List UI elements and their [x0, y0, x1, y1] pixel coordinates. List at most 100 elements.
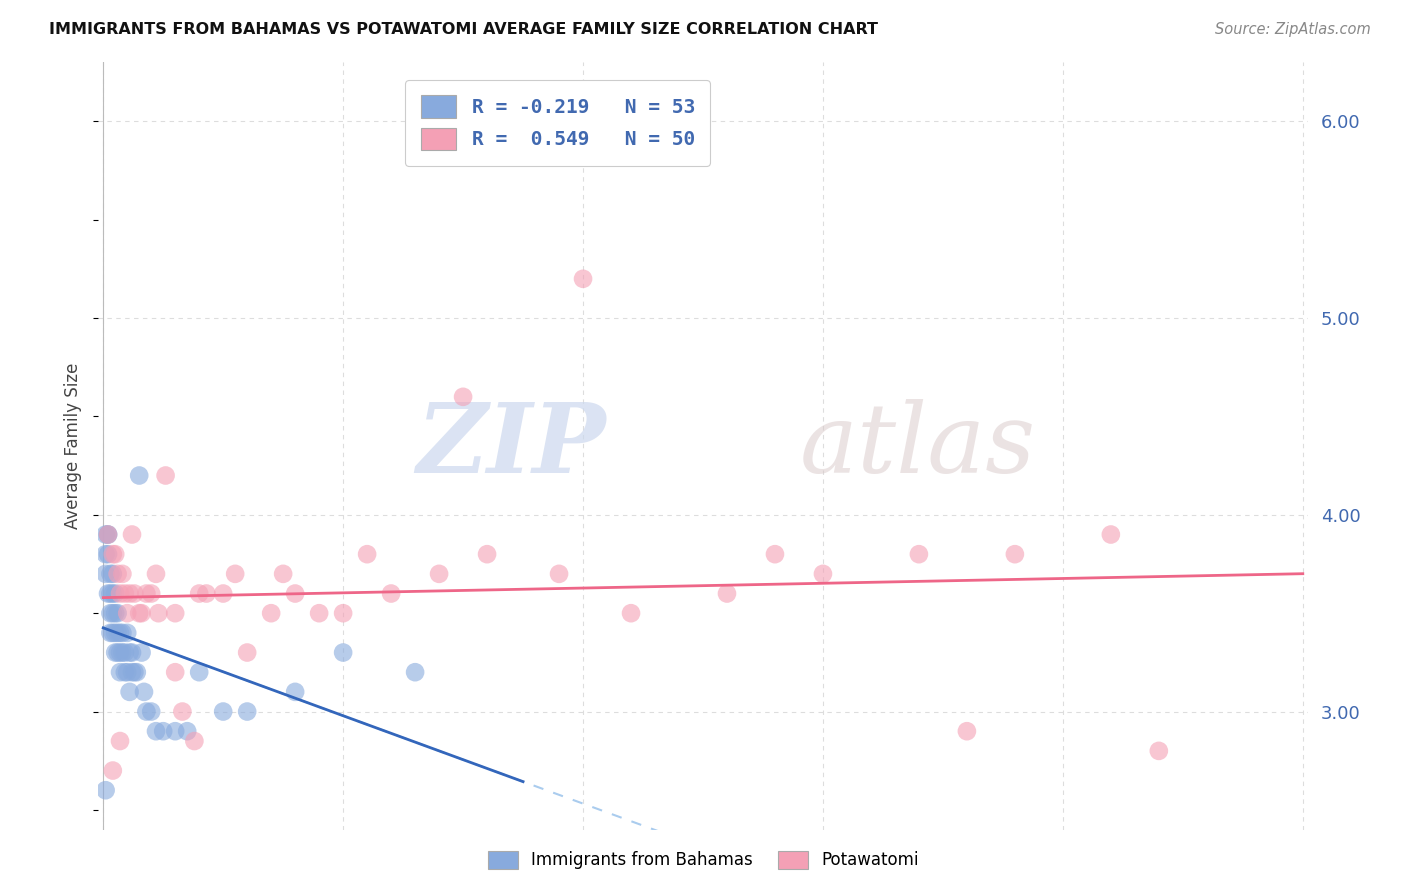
Point — [101, 606, 124, 620]
Point — [548, 566, 571, 581]
Point — [97, 547, 120, 561]
Point — [148, 606, 170, 620]
Point — [121, 665, 143, 680]
Point — [165, 724, 187, 739]
Point — [104, 606, 127, 620]
Point — [271, 566, 294, 581]
Point — [811, 566, 834, 581]
Point — [332, 606, 354, 620]
Point — [101, 566, 124, 581]
Point — [172, 705, 194, 719]
Point — [121, 646, 143, 660]
Point — [716, 586, 738, 600]
Point — [115, 665, 138, 680]
Point — [135, 705, 157, 719]
Point — [620, 606, 643, 620]
Point — [212, 705, 235, 719]
Point — [908, 547, 931, 561]
Point — [332, 646, 354, 660]
Point — [404, 665, 426, 680]
Point — [236, 646, 259, 660]
Point — [380, 586, 402, 600]
Y-axis label: Average Family Size: Average Family Size — [65, 363, 83, 529]
Point — [1099, 527, 1122, 541]
Point — [111, 566, 134, 581]
Point — [108, 586, 131, 600]
Point — [108, 646, 131, 660]
Point — [212, 586, 235, 600]
Point — [107, 566, 129, 581]
Point — [956, 724, 979, 739]
Point — [111, 646, 134, 660]
Point — [104, 586, 127, 600]
Point — [132, 685, 155, 699]
Point — [128, 468, 150, 483]
Point — [101, 586, 124, 600]
Point — [176, 724, 198, 739]
Point — [114, 586, 136, 600]
Point — [100, 566, 122, 581]
Point — [427, 566, 450, 581]
Point — [145, 724, 167, 739]
Point — [763, 547, 786, 561]
Point — [121, 527, 143, 541]
Point — [236, 705, 259, 719]
Point — [114, 646, 136, 660]
Point — [104, 625, 127, 640]
Point — [100, 606, 122, 620]
Point — [108, 625, 131, 640]
Point — [108, 734, 131, 748]
Point — [1004, 547, 1026, 561]
Text: IMMIGRANTS FROM BAHAMAS VS POTAWATOMI AVERAGE FAMILY SIZE CORRELATION CHART: IMMIGRANTS FROM BAHAMAS VS POTAWATOMI AV… — [49, 22, 879, 37]
Point — [155, 468, 177, 483]
Point — [118, 586, 141, 600]
Point — [114, 665, 136, 680]
Point — [100, 586, 122, 600]
Point — [115, 625, 138, 640]
Point — [141, 586, 163, 600]
Point — [135, 586, 157, 600]
Point — [308, 606, 330, 620]
Point — [188, 665, 211, 680]
Point — [1147, 744, 1170, 758]
Point — [100, 625, 122, 640]
Point — [101, 547, 124, 561]
Point — [94, 566, 117, 581]
Point — [195, 586, 218, 600]
Point — [94, 527, 117, 541]
Text: atlas: atlas — [800, 399, 1036, 493]
Point — [97, 527, 120, 541]
Point — [97, 527, 120, 541]
Point — [118, 646, 141, 660]
Point — [115, 606, 138, 620]
Legend: R = -0.219   N = 53, R =  0.549   N = 50: R = -0.219 N = 53, R = 0.549 N = 50 — [405, 79, 710, 166]
Text: Source: ZipAtlas.com: Source: ZipAtlas.com — [1215, 22, 1371, 37]
Point — [111, 625, 134, 640]
Point — [124, 665, 146, 680]
Point — [118, 685, 141, 699]
Point — [94, 547, 117, 561]
Point — [101, 764, 124, 778]
Point — [145, 566, 167, 581]
Point — [128, 606, 150, 620]
Point — [183, 734, 205, 748]
Point — [94, 783, 117, 797]
Point — [572, 272, 595, 286]
Point — [224, 566, 246, 581]
Point — [188, 586, 211, 600]
Point — [284, 586, 307, 600]
Point — [356, 547, 378, 561]
Point — [131, 606, 153, 620]
Point — [107, 646, 129, 660]
Point — [284, 685, 307, 699]
Point — [97, 586, 120, 600]
Legend: Immigrants from Bahamas, Potawatomi: Immigrants from Bahamas, Potawatomi — [478, 840, 928, 880]
Point — [97, 527, 120, 541]
Text: ZIP: ZIP — [416, 399, 606, 493]
Point — [165, 665, 187, 680]
Point — [141, 705, 163, 719]
Point — [260, 606, 283, 620]
Point — [107, 606, 129, 620]
Point — [125, 665, 148, 680]
Point — [475, 547, 498, 561]
